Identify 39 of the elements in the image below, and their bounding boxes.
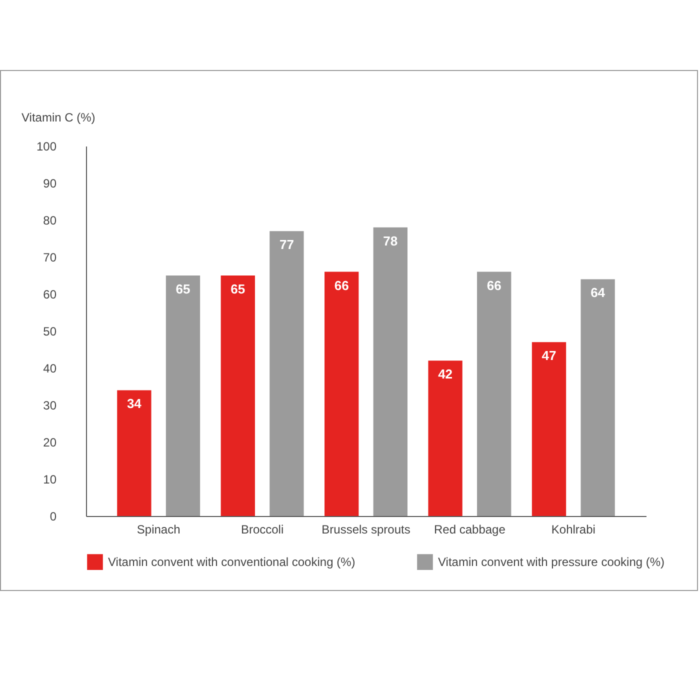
x-tick-label: Kohlrabi [551,522,596,536]
x-tick-label: Red cabbage [434,522,506,536]
bar [580,279,615,516]
data-label: 65 [176,282,190,296]
data-label: 66 [334,278,349,293]
x-tick-label: Brussels sprouts [322,522,410,536]
data-label: 77 [279,237,294,252]
y-tick-label: 60 [43,288,57,302]
bar [477,272,512,516]
data-label: 78 [383,233,398,248]
y-axis-title: Vitamin C (%) [22,110,96,124]
bar [373,227,408,516]
bar [166,276,200,516]
bar [220,276,255,516]
legend-label: Vitamin convent with pressure cooking (%) [438,555,665,570]
y-tick-label: 100 [36,140,57,154]
bar [428,360,462,516]
bar [532,342,566,516]
data-label: 66 [486,278,502,293]
bar [324,272,359,516]
y-tick-label: 30 [43,398,57,412]
y-tick-label: 70 [43,250,57,264]
y-tick-label: 50 [43,324,57,338]
legend-label: Vitamin convent with conventional cooking (%) [108,555,356,570]
data-label: 42 [438,366,453,382]
data-label: 65 [230,282,246,296]
data-label: 34 [126,396,142,412]
bar [117,390,152,516]
y-tick-label: 40 [43,362,57,376]
y-tick-label: 90 [43,176,57,190]
bar [270,231,304,516]
y-tick-label: 80 [43,214,57,228]
y-tick-label: 10 [43,472,57,486]
y-tick-label: 0 [50,510,57,524]
data-label: 47 [542,348,556,364]
data-label: 64 [590,285,606,300]
x-tick-label: Broccoli [240,522,284,536]
y-tick-label: 20 [43,436,57,450]
x-tick-label: Spinach [136,522,180,536]
